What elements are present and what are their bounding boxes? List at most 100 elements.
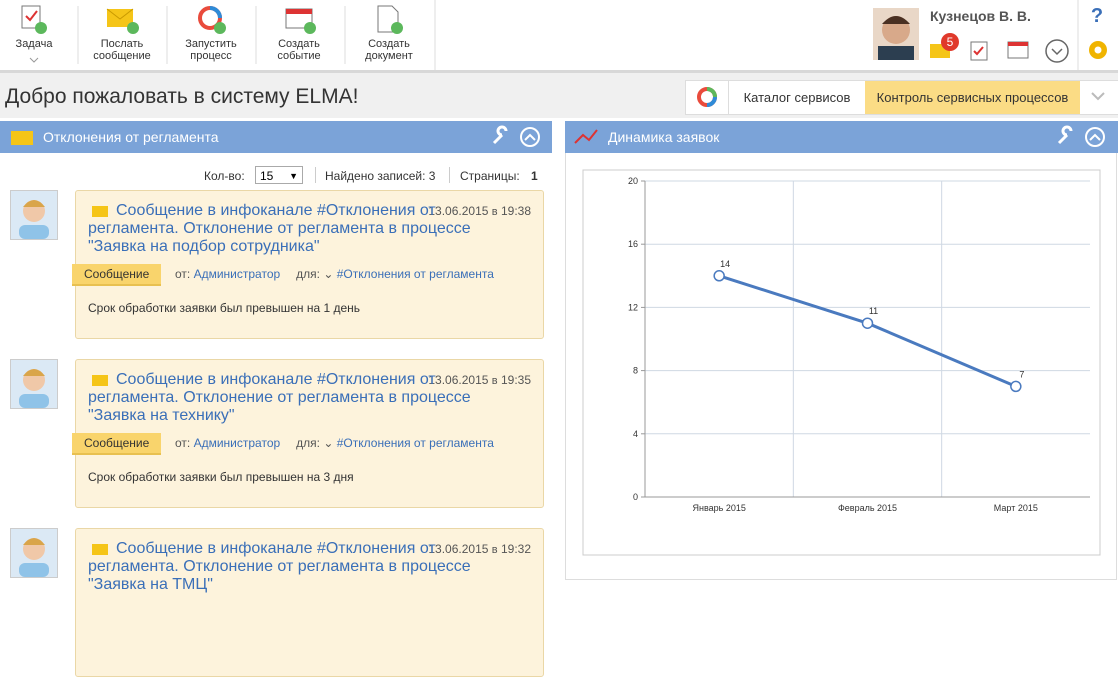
message-meta: от: Администратор для: ⌄ #Отклонения от р… [175,267,494,281]
time: 19:35 [500,373,531,387]
panel-icon [574,129,598,144]
message-date: 13.06.2015 в 19:32 [428,542,531,556]
toolbar-button[interactable]: Послать сообщение [93,38,151,62]
chart: 0 4 8 12 16 20 Январь 2015 Февраль 2015 Март 201… [582,169,1101,556]
y-tick-label: 16 [628,239,638,249]
panel-title: Отклонения от регламента [43,129,219,145]
y-tick-label: 12 [628,302,638,312]
date: 13.06.2015 [428,542,489,556]
time-prefix: в [491,544,498,556]
separator [315,167,316,183]
panel-header: Динамика заявок [565,121,1118,153]
x-tick-label: Январь 2015 [692,503,745,513]
calendar-icon[interactable] [1007,41,1029,59]
avatar [10,190,58,240]
avatar [10,528,58,578]
envelope-icon [92,375,108,386]
panel-icon [11,131,33,145]
count-select[interactable]: 15 ▼ [255,166,303,184]
value-label: 11 [869,306,878,316]
message-title[interactable]: Сообщение в инфоканале #Отклонения от ре… [88,202,471,255]
for[interactable]: #Отклонения от регламента [336,436,494,450]
tab[interactable]: Каталог сервисов [728,81,865,114]
collapse-button[interactable] [1085,127,1105,147]
event-icon [285,8,316,34]
settings-icon[interactable] [1089,41,1107,59]
date: 13.06.2015 [428,204,489,218]
settings-button[interactable] [492,125,508,145]
tasks-icon[interactable] [970,41,988,61]
message-title[interactable]: Сообщение в инфоканале #Отклонения от ре… [88,371,471,424]
message-card: 13.06.2015 в 19:38 Сообщение в инфоканале… [72,190,544,339]
time-prefix: в [491,375,498,387]
help[interactable]: ? [1091,5,1103,27]
y-tick-label: 0 [633,492,638,502]
chart-frame [582,169,1101,556]
message-date: 13.06.2015 в 19:38 [428,204,531,218]
toolbar [0,0,1118,73]
message-tag: Сообщение [72,433,162,455]
y-tick-label: 20 [628,176,638,186]
message-tag: Сообщение [72,264,162,286]
message-card: 13.06.2015 в 19:32 Сообщение в инфоканале… [75,528,544,677]
services-logo[interactable] [686,81,728,114]
panel-body [565,153,1117,580]
tabs-more[interactable] [1088,88,1108,104]
avatar [10,359,58,409]
x-tick-label: Март 2015 [994,503,1038,513]
document-icon [377,5,403,34]
avatar-image [19,369,49,408]
for[interactable]: #Отклонения от регламента [336,267,494,281]
for-label: для: [296,436,321,450]
message-date: 13.06.2015 в 19:35 [428,373,531,387]
toolbar-button[interactable]: Запустить процесс [185,38,237,62]
toolbar-button[interactable]: Задача [15,38,53,50]
x-tick-label: Февраль 2015 [838,503,897,513]
from-label: от: [175,267,191,281]
message-title[interactable]: Сообщение в инфоканале #Отклонения от ре… [88,540,471,593]
envelope-icon [92,206,108,217]
task-icon [21,5,47,34]
message-icon [106,8,139,34]
toolbar-button[interactable]: Создать документ [365,38,413,62]
badge: 5 [947,35,954,49]
settings-button[interactable] [1057,125,1073,145]
time: 19:32 [500,542,531,556]
tab-active[interactable]: Контроль сервисных процессов [865,81,1080,114]
avatar-image [19,538,49,577]
point [1010,380,1022,393]
user-avatar[interactable] [873,8,919,60]
separator [449,167,450,183]
panel-header: Отклонения от регламента [0,121,552,153]
more-button[interactable] [1045,39,1069,63]
count-label: Кол-во: [204,169,245,183]
y-tick-label: 4 [633,429,638,439]
value-label: 14 [720,259,730,269]
toolbar-button[interactable]: Создать событие [277,38,321,62]
message-meta: от: Администратор для: ⌄ #Отклонения от р… [175,436,494,450]
panel-title: Динамика заявок [608,129,720,145]
point [713,270,725,282]
process-icon [198,6,226,34]
from[interactable]: Администратор [193,267,281,281]
collapse-button[interactable] [520,127,540,147]
from-label: от: [175,436,191,450]
dropdown-arrow[interactable] [29,57,39,63]
time-prefix: в [491,206,498,218]
value-label: 7 [1019,369,1024,379]
panel-icons [11,125,540,147]
toolbar-icons: 5 Кузнецов В. В. ? [21,0,1107,70]
envelope-icon [92,544,108,555]
for-label: для: [296,267,321,281]
page-number[interactable]: 1 [531,169,538,183]
badge-bg [941,33,959,51]
user-name[interactable]: Кузнецов В. В. [930,8,1031,24]
pages-label: Страницы: [460,169,520,183]
panel-icons [574,125,1105,147]
page-title: Добро пожаловать в систему ELMA! [5,85,359,108]
point [861,317,874,329]
from[interactable]: Администратор [193,436,281,450]
y-tick-label: 8 [633,366,638,376]
found: Найдено записей: 3 [325,169,436,183]
